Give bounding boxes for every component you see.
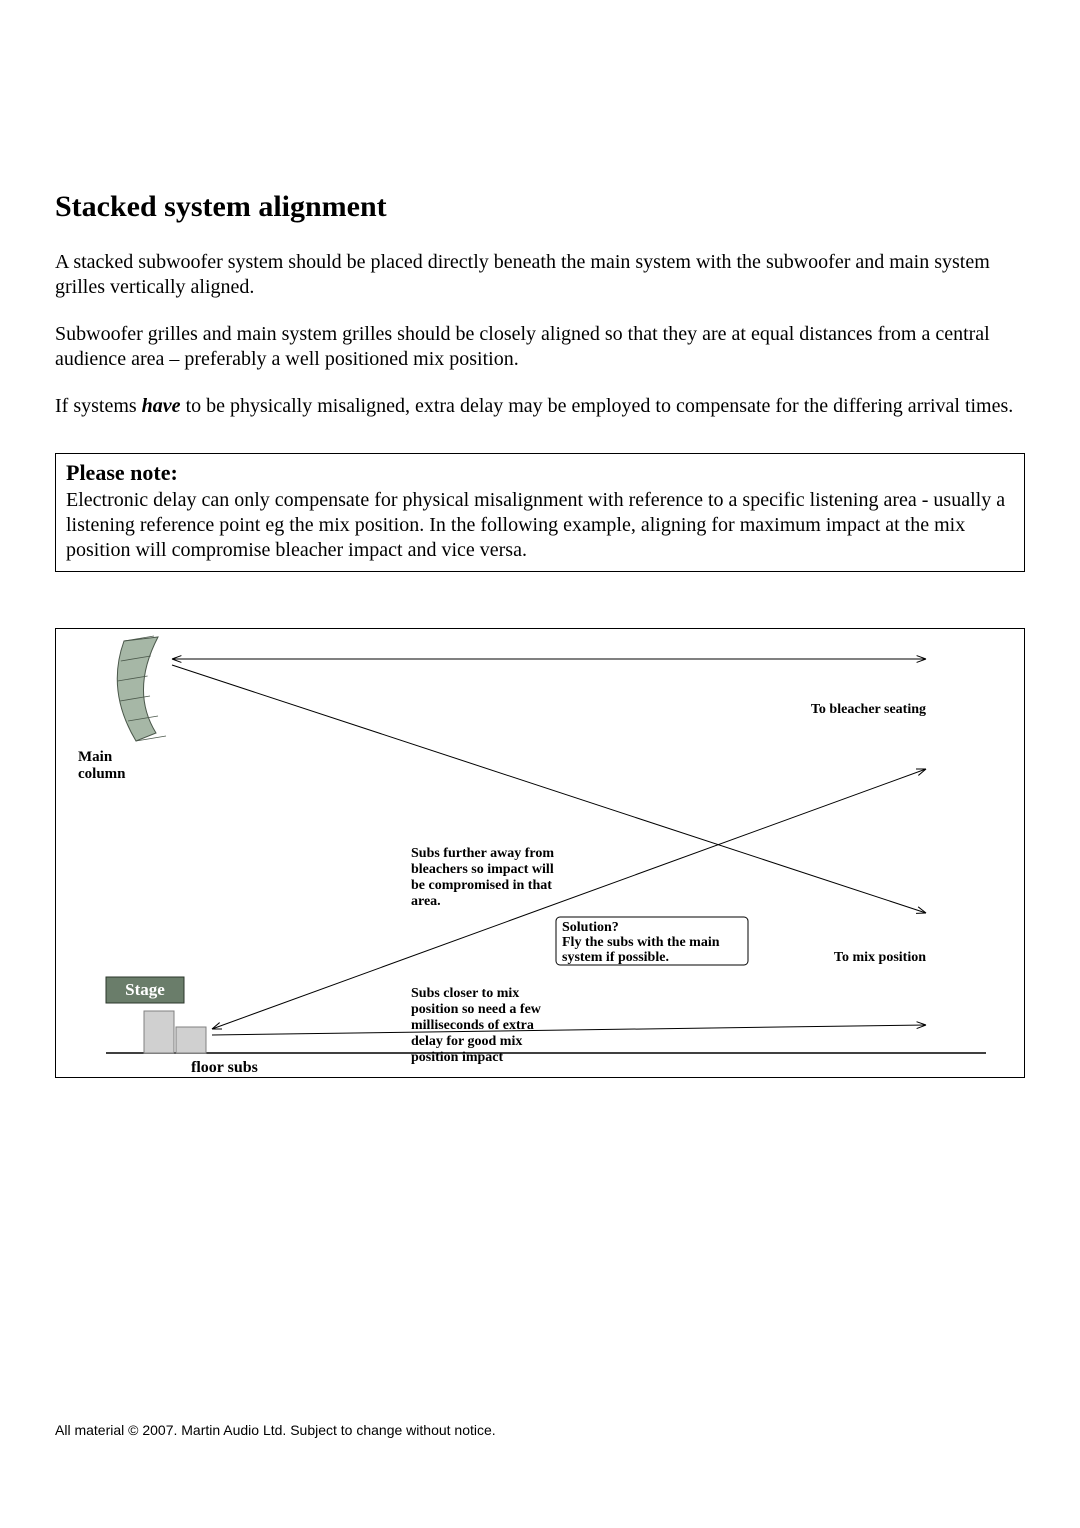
svg-text:floor subs: floor subs <box>191 1059 258 1076</box>
svg-text:position impact: position impact <box>411 1050 504 1065</box>
svg-text:Fly the subs with the main: Fly the subs with the main <box>562 935 720 950</box>
note-body: Electronic delay can only compensate for… <box>66 488 1014 563</box>
svg-text:Subs further away from: Subs further away from <box>411 846 554 861</box>
svg-text:bleachers so impact will: bleachers so impact will <box>411 862 554 877</box>
para3-emph: have <box>142 395 181 417</box>
svg-text:area.: area. <box>411 894 441 909</box>
svg-text:system if possible.: system if possible. <box>562 950 669 965</box>
svg-text:be compromised in that: be compromised in that <box>411 878 552 893</box>
diagram-container: Maincolumn Stage floor subs To bleacher sea… <box>55 628 1025 1078</box>
svg-text:To bleacher seating: To bleacher seating <box>811 702 926 717</box>
svg-text:Stage: Stage <box>125 980 165 999</box>
svg-text:To mix position: To mix position <box>834 950 926 965</box>
svg-text:Main: Main <box>78 749 113 765</box>
para3-a: If systems <box>55 395 142 417</box>
paragraph-1: A stacked subwoofer system should be pla… <box>55 250 1025 300</box>
svg-text:Subs closer to mix: Subs closer to mix <box>411 986 519 1001</box>
svg-text:Solution?: Solution? <box>562 920 619 935</box>
note-title: Please note: <box>66 460 1014 486</box>
svg-text:delay for good mix: delay for good mix <box>411 1034 522 1049</box>
para3-c: to be physically misaligned, extra delay… <box>181 395 1014 417</box>
svg-text:position so need a few: position so need a few <box>411 1002 542 1017</box>
note-box: Please note: Electronic delay can only c… <box>55 453 1025 572</box>
svg-text:milliseconds of extra: milliseconds of extra <box>411 1018 534 1033</box>
svg-text:column: column <box>78 766 126 782</box>
footer-text: All material © 2007. Martin Audio Ltd. S… <box>55 1422 496 1438</box>
page-title: Stacked system alignment <box>55 190 1025 224</box>
paragraph-2: Subwoofer grilles and main system grille… <box>55 322 1025 372</box>
diagram-svg: Maincolumn Stage floor subs To bleacher sea… <box>56 629 1026 1079</box>
paragraph-3: If systems have to be physically misalig… <box>55 394 1025 419</box>
